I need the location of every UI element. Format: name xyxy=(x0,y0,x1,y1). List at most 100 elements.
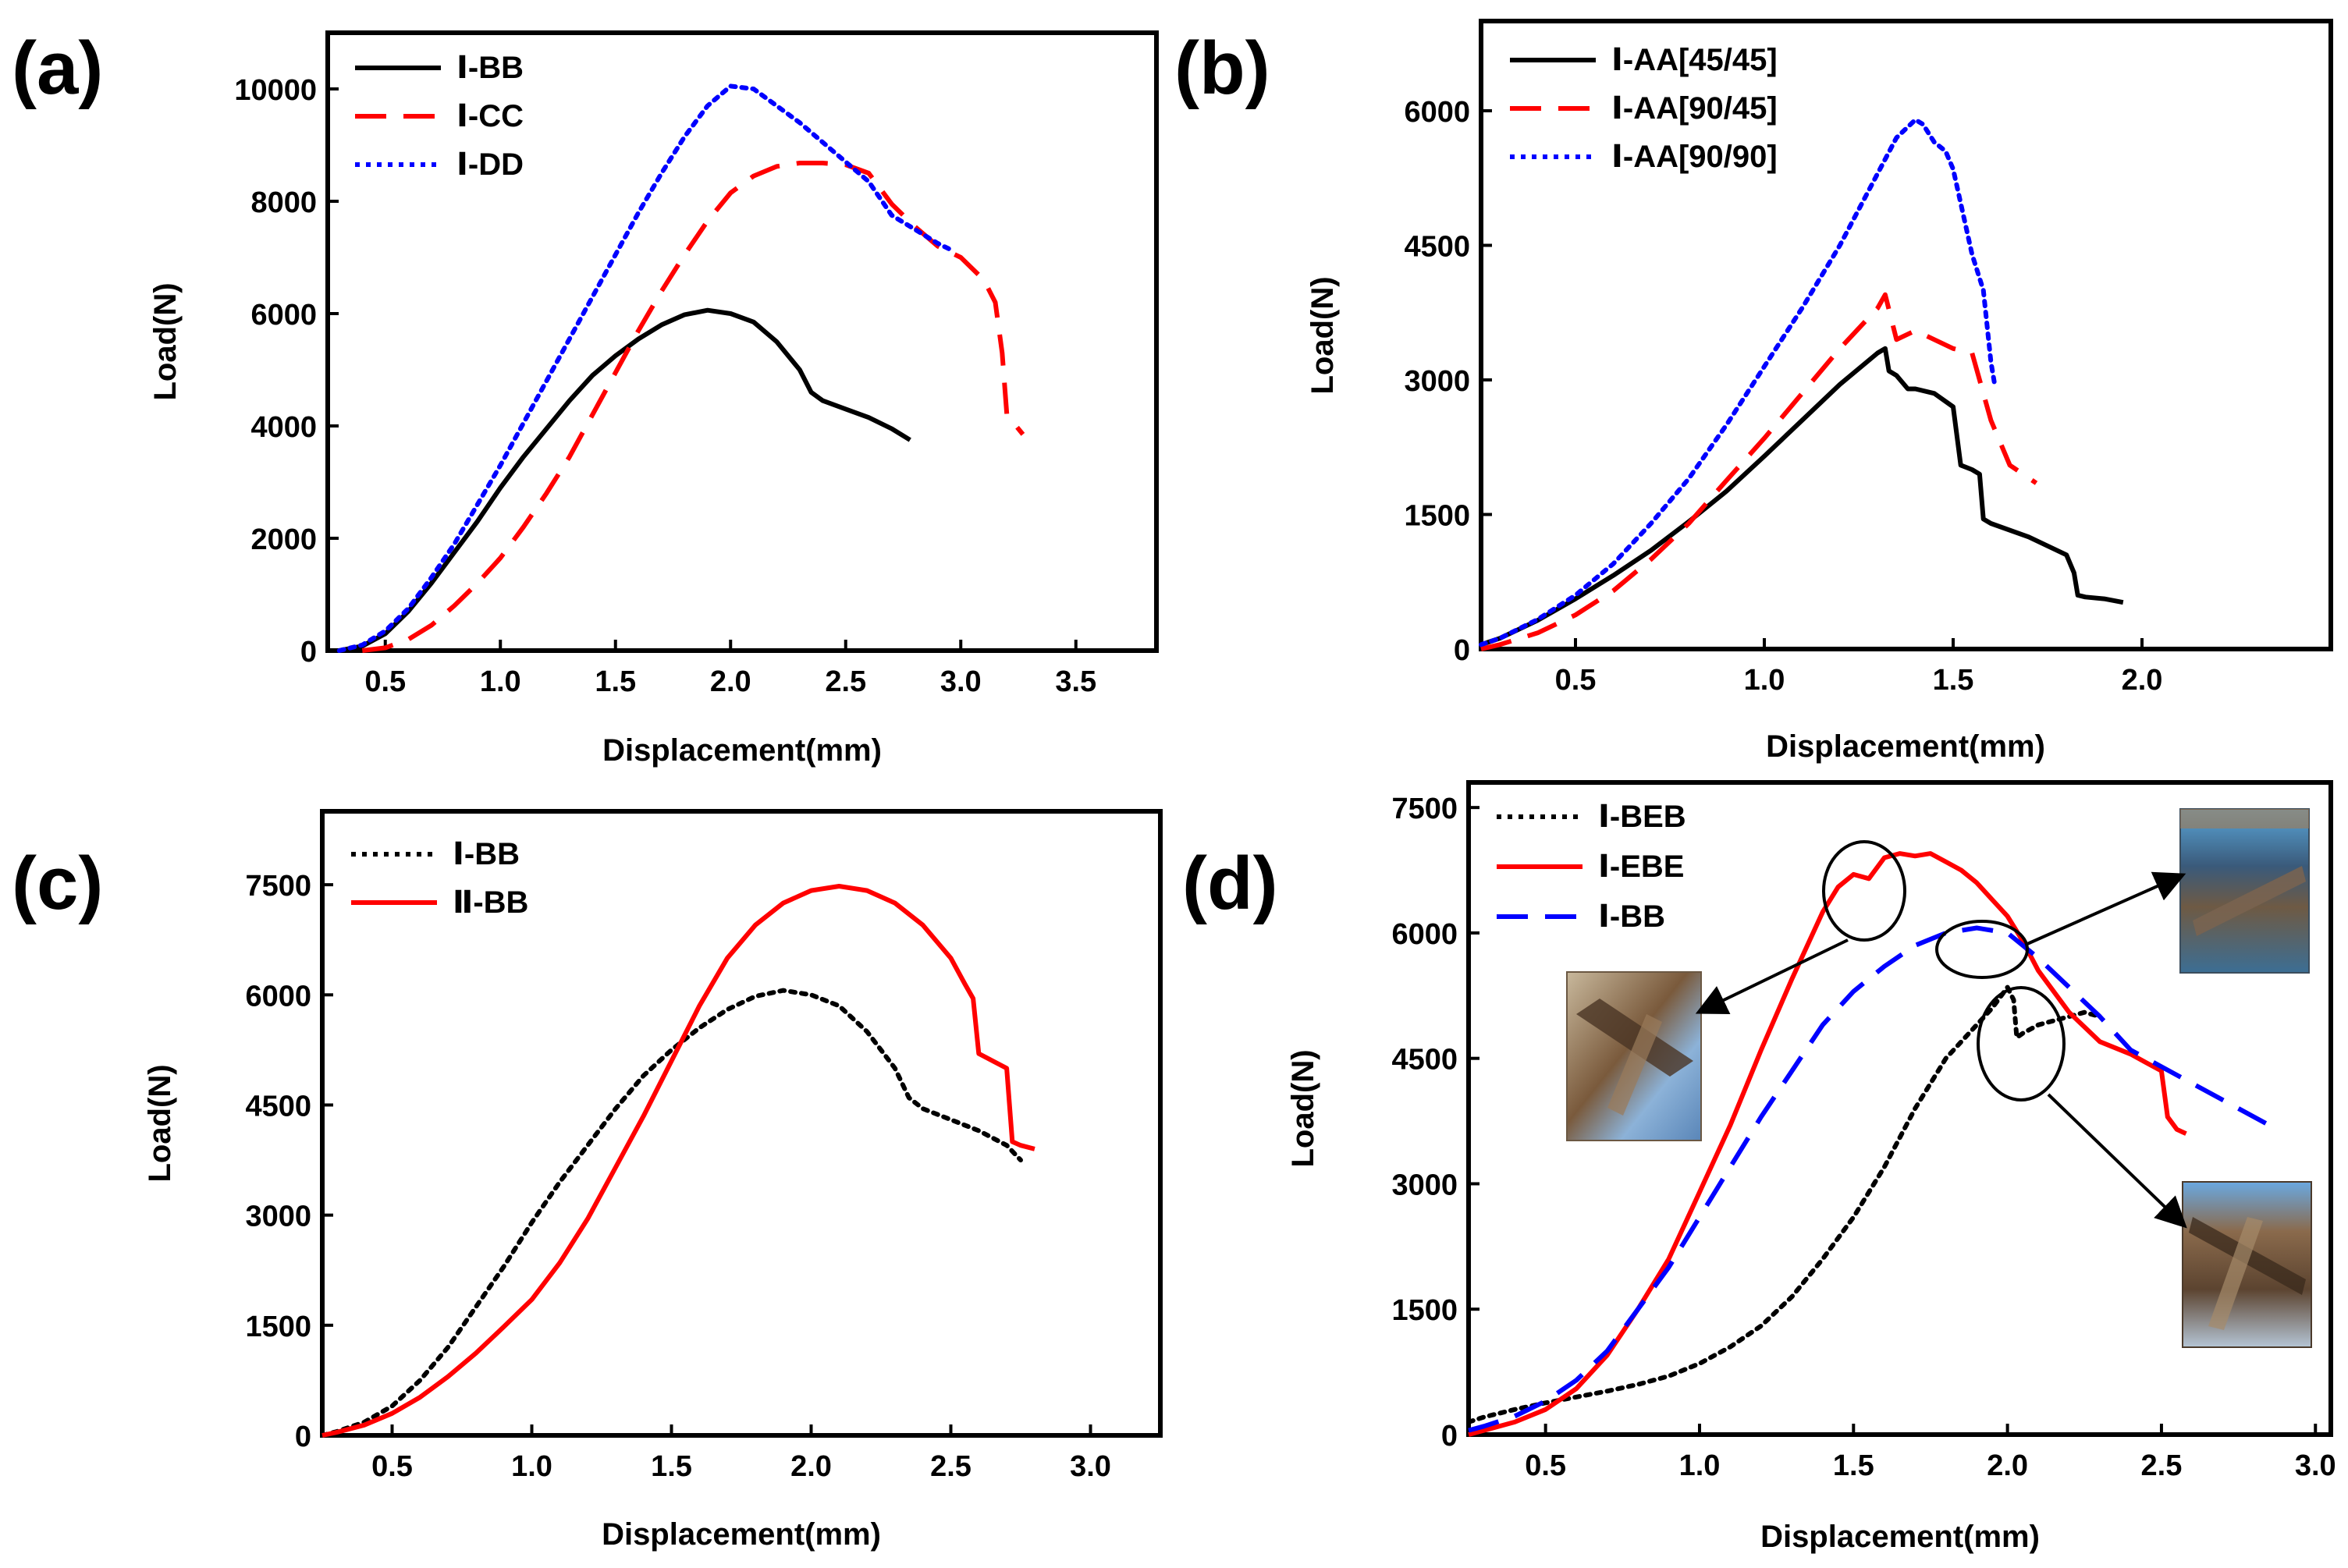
legend-c: Ⅰ-BB Ⅱ-BB xyxy=(351,837,528,920)
x-tick-label: 1.5 xyxy=(595,665,636,698)
x-tick-label: 1.5 xyxy=(1933,664,1974,697)
y-tick-label: 0 xyxy=(295,1421,311,1453)
plot-frame-a xyxy=(325,30,1159,653)
x-tick-label: 0.5 xyxy=(1555,664,1597,697)
x-tick-label: 3.5 xyxy=(1055,665,1096,698)
y-axis-title-d: Load(N) xyxy=(1286,1049,1320,1167)
y-tick-label: 0 xyxy=(1454,634,1470,667)
y-tick-label: 4500 xyxy=(245,1090,311,1123)
legend-label: Ⅰ-DD xyxy=(456,147,524,182)
x-tick-label: 2.5 xyxy=(825,665,866,698)
y-tick-label: 2000 xyxy=(250,523,317,556)
panel-label-d: (d) xyxy=(1182,842,1278,925)
legend-label: Ⅱ-BB xyxy=(453,885,528,920)
series-line xyxy=(1468,851,2187,1437)
legend-label: Ⅰ-EBE xyxy=(1598,850,1684,884)
y-tick-label: 3000 xyxy=(1404,365,1470,398)
panel-label-c: (c) xyxy=(12,842,103,925)
plot-frame-d xyxy=(1466,780,2333,1437)
x-tick-label: 2.0 xyxy=(2122,664,2163,697)
y-tick-label: 3000 xyxy=(245,1201,311,1233)
series-line xyxy=(1480,292,2038,651)
x-axis-title-a: Displacement(mm) xyxy=(602,733,882,768)
x-tick-label: 3.0 xyxy=(1070,1450,1111,1483)
legend-label: Ⅰ-AA[90/45] xyxy=(1611,91,1778,126)
series-line xyxy=(336,83,952,653)
series-group-c xyxy=(320,884,1035,1438)
x-tick-label: 0.5 xyxy=(364,665,406,698)
y-tick-label: 8000 xyxy=(250,186,317,219)
series-line xyxy=(1479,117,1998,647)
x-tick-label: 0.5 xyxy=(371,1450,413,1483)
x-axis-title-c: Displacement(mm) xyxy=(602,1517,881,1552)
series-line xyxy=(1466,984,2102,1424)
x-tick-label: 2.0 xyxy=(790,1450,832,1483)
inset-photo-bottom-right xyxy=(2182,1181,2312,1348)
x-tick-label: 1.0 xyxy=(1679,1449,1721,1482)
y-tick-label: 1500 xyxy=(1391,1294,1458,1327)
x-tick-label: 2.0 xyxy=(710,665,751,698)
y-tick-label: 10000 xyxy=(234,74,317,107)
y-tick-label: 6000 xyxy=(1404,96,1470,129)
legend-d: Ⅰ-BEB Ⅰ-EBE Ⅰ-BB xyxy=(1497,800,1686,934)
chart-panel-c: 0.5 1.0 1.5 2.0 2.5 3.0 0 1500 3000 4500 6000 7500… xyxy=(143,809,1163,1552)
legend-label: Ⅰ-BEB xyxy=(1598,800,1686,834)
plot-frame-b xyxy=(1479,19,2333,651)
y-tick-label: 6000 xyxy=(245,980,311,1013)
annotation-circle-1 xyxy=(1822,840,1906,942)
x-tick-label: 3.0 xyxy=(2295,1449,2336,1482)
series-line xyxy=(321,884,1035,1438)
y-ticks-c: 0 1500 3000 4500 6000 7500 xyxy=(245,870,333,1453)
chart-panel-d: 0.5 1.0 1.5 2.0 2.5 3.0 0 1500 3000 4500 6000 7500… xyxy=(1286,780,2336,1554)
y-axis-title-c: Load(N) xyxy=(143,1064,177,1182)
series-line xyxy=(320,988,1023,1438)
y-tick-label: 6000 xyxy=(1391,918,1458,951)
legend-a: Ⅰ-BB Ⅰ-CC Ⅰ-DD xyxy=(355,51,524,182)
legend-label: Ⅰ-CC xyxy=(456,99,524,133)
y-tick-label: 4500 xyxy=(1404,231,1470,264)
legend-label: Ⅰ-AA[45/45] xyxy=(1611,43,1778,77)
y-tick-label: 0 xyxy=(1441,1420,1458,1453)
y-axis-title-b: Load(N) xyxy=(1305,276,1340,394)
series-line xyxy=(1480,346,2124,647)
annotation-arrow-3 xyxy=(2047,1093,2187,1229)
y-ticks-a: 0 2000 4000 6000 8000 10000 xyxy=(234,74,339,669)
x-tick-label: 2.0 xyxy=(1987,1449,2028,1482)
x-tick-label: 1.5 xyxy=(1833,1449,1874,1482)
x-tick-label: 1.0 xyxy=(1744,664,1785,697)
x-tick-label: 0.5 xyxy=(1525,1449,1566,1482)
chart-panel-b: 0.5 1.0 1.5 2.0 0 1500 3000 4500 6000 Displacem… xyxy=(1305,19,2333,764)
series-group-b xyxy=(1479,117,2124,651)
legend-label: Ⅰ-BB xyxy=(1598,899,1665,934)
x-tick-label: 1.0 xyxy=(511,1450,552,1483)
y-tick-label: 4500 xyxy=(1391,1044,1458,1077)
x-tick-label: 2.5 xyxy=(2141,1449,2183,1482)
y-tick-label: 1500 xyxy=(1404,500,1470,533)
annotation-circle-2 xyxy=(1935,920,2029,979)
x-tick-label: 3.0 xyxy=(940,665,982,698)
x-tick-label: 1.0 xyxy=(480,665,521,698)
legend-label: Ⅰ-AA[90/90] xyxy=(1611,140,1778,174)
legend-label: Ⅰ-BB xyxy=(453,837,520,871)
series-group-d xyxy=(1466,851,2271,1437)
panel-label-a: (a) xyxy=(12,27,103,110)
x-ticks-c: 0.5 1.0 1.5 2.0 2.5 3.0 xyxy=(371,1424,1111,1483)
plot-frame-c xyxy=(320,809,1163,1438)
y-tick-label: 7500 xyxy=(245,870,311,903)
annotation-circle-3 xyxy=(1977,986,2066,1102)
x-tick-label: 2.5 xyxy=(930,1450,972,1483)
x-tick-label: 1.5 xyxy=(651,1450,692,1483)
chart-panel-a: 0.5 1.0 1.5 2.0 2.5 3.0 3.5 0 2000 4000 6000 8000 1… xyxy=(148,30,1159,768)
y-tick-label: 6000 xyxy=(250,299,317,332)
x-ticks-a: 0.5 1.0 1.5 2.0 2.5 3.0 3.5 xyxy=(364,640,1096,698)
inset-photo-left xyxy=(1566,971,1702,1141)
y-ticks-d: 0 1500 3000 4500 6000 7500 xyxy=(1391,793,1479,1453)
y-ticks-b: 0 1500 3000 4500 6000 xyxy=(1404,96,1492,667)
series-line xyxy=(361,161,1025,653)
panel-label-b: (b) xyxy=(1174,27,1270,110)
y-tick-label: 1500 xyxy=(245,1311,311,1343)
legend-label: Ⅰ-BB xyxy=(456,51,524,85)
series-line xyxy=(1468,925,2271,1433)
inset-photo-top-right xyxy=(2179,808,2310,974)
